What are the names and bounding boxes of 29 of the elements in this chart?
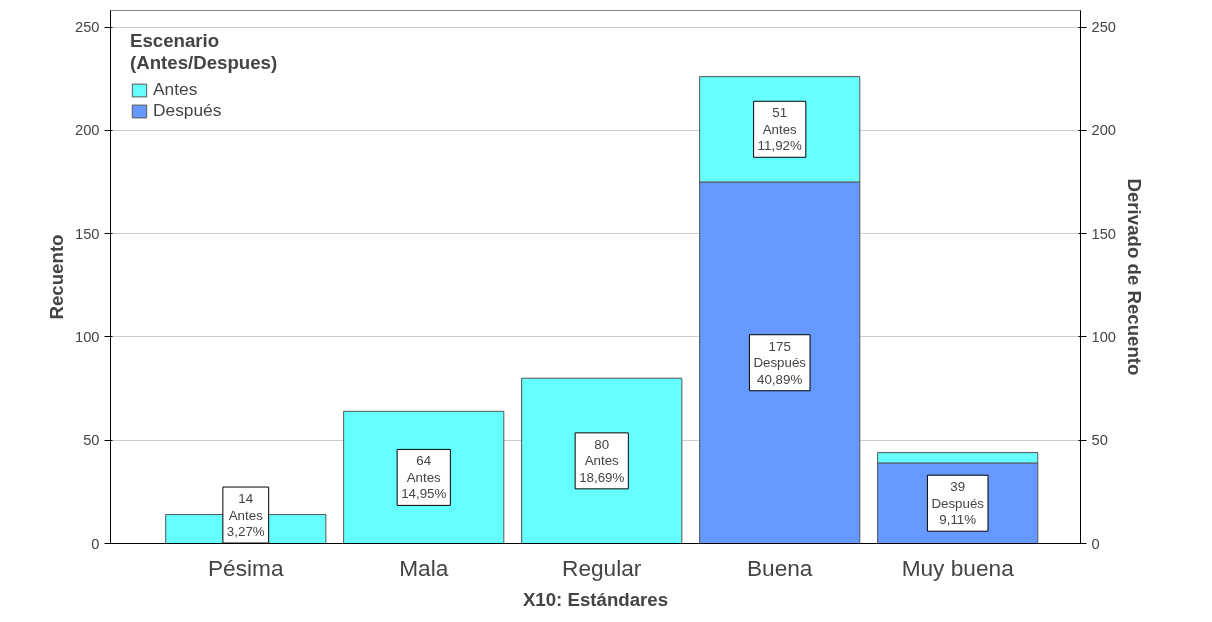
legend-label: Después	[153, 100, 222, 121]
legend-label: Antes	[153, 79, 198, 100]
y2-tick-label: 50	[1091, 432, 1108, 449]
data-label: 80 Antes 18,69%	[579, 436, 625, 485]
data-label: 51 Antes 11,92%	[757, 105, 802, 154]
y2-tick-label: 150	[1091, 225, 1116, 242]
data-label: 39 Después 9,11%	[931, 479, 985, 528]
y2-axis-title: Derivado de Recuento	[1123, 178, 1145, 376]
x-tick-label: Mala	[399, 554, 449, 581]
y-tick-label: 250	[75, 19, 100, 36]
legend-title: Escenario (Antes/Despues)	[130, 30, 278, 74]
y2-tick-label: 250	[1091, 19, 1116, 36]
x-tick-label: Regular	[562, 554, 642, 581]
x-tick-label: Buena	[746, 554, 813, 581]
y2-tick-label: 200	[1091, 122, 1116, 139]
y-tick-label: 100	[75, 328, 100, 345]
y-tick-label: 0	[91, 535, 100, 552]
y2-tick-label: 100	[1091, 328, 1116, 345]
y-tick-label: 200	[75, 122, 100, 139]
data-label: 14 Antes 3,27%	[226, 491, 265, 540]
y-axis-title: Recuento	[46, 234, 68, 320]
data-label: 64 Antes 14,95%	[401, 453, 447, 502]
x-tick-label: Pésima	[207, 554, 284, 581]
data-label: 175 Después 40,89%	[753, 338, 807, 387]
y-tick-label: 50	[83, 432, 100, 449]
x-tick-label: Muy buena	[901, 554, 1015, 581]
x-axis-title: X10: Estándares	[522, 588, 669, 610]
y2-tick-label: 0	[1091, 535, 1100, 552]
y-tick-label: 150	[75, 225, 100, 242]
